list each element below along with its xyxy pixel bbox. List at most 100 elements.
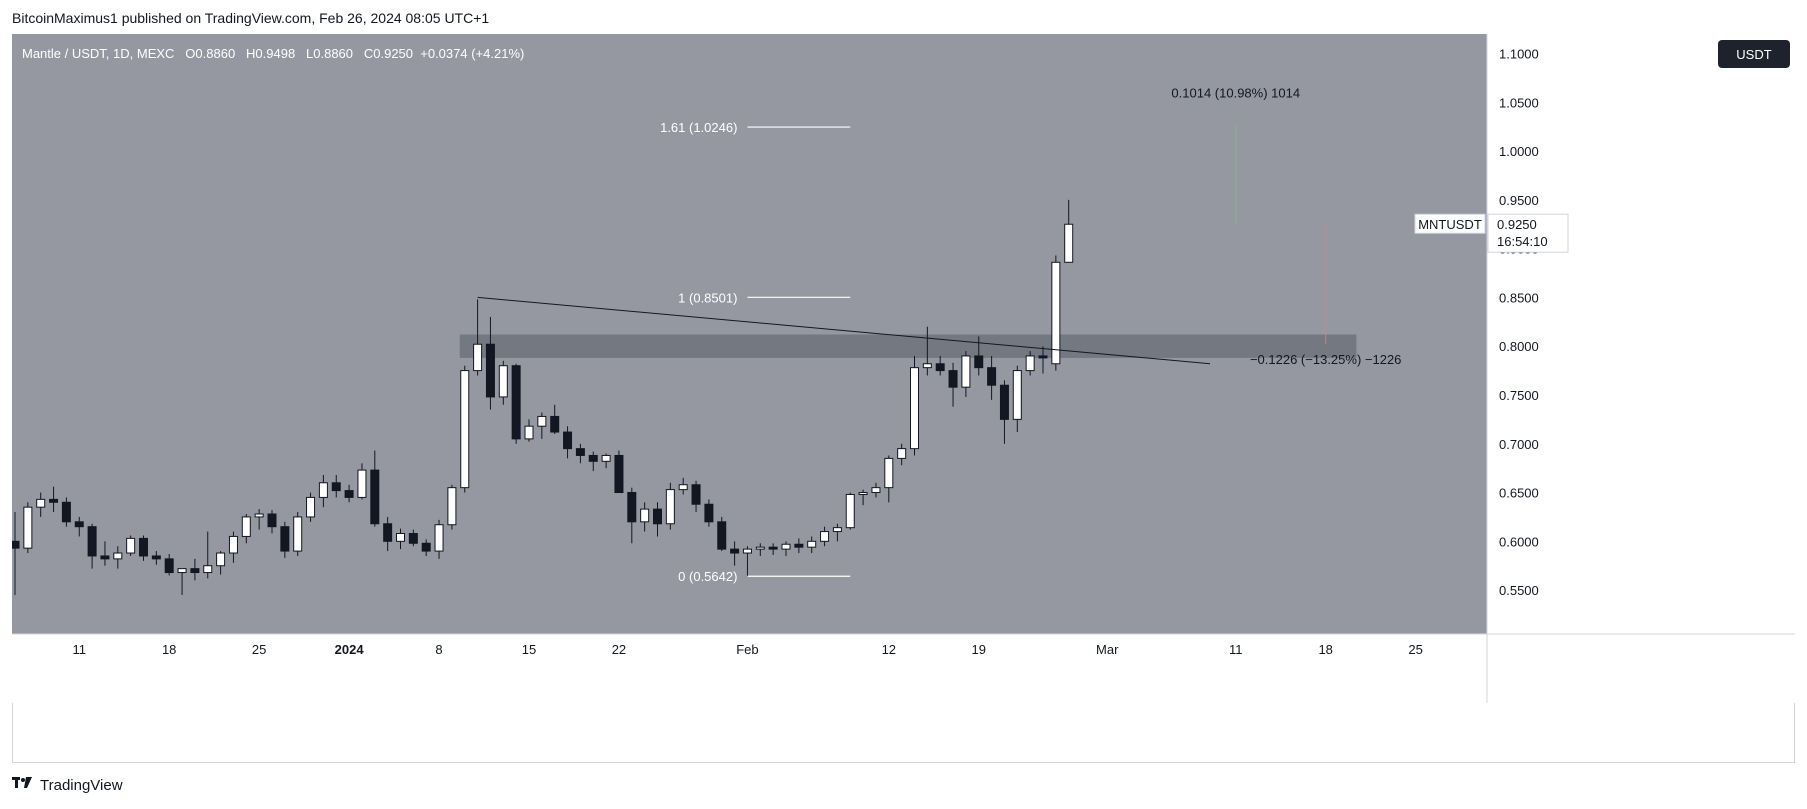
candle-body-up [871, 487, 881, 494]
candle-body-up [126, 537, 136, 554]
candle [897, 443, 907, 466]
candle-body-down [563, 431, 573, 450]
high-value: 0.9498 [255, 46, 296, 61]
y-tick-label: 0.7000 [1499, 437, 1539, 452]
candle [691, 480, 701, 513]
price-chart[interactable]: 1.10001.05001.00000.95000.90000.85000.80… [12, 34, 1795, 703]
price-tag: MNTUSDT 0.9250 16:54:10 [1414, 213, 1569, 253]
candle-body-up [216, 552, 226, 567]
candle [177, 568, 187, 595]
candle [550, 404, 560, 434]
candle [421, 539, 431, 556]
candle [485, 316, 495, 410]
candle [948, 362, 958, 407]
candle-body-up [537, 415, 547, 427]
candle [858, 489, 868, 506]
change-value: +0.0374 (+4.21%) [420, 46, 525, 61]
candle-body-up [755, 546, 765, 550]
close-label: C [363, 46, 374, 61]
candle [190, 558, 200, 581]
footer-brand[interactable]: TradingView [12, 776, 123, 794]
y-tick-label: 1.0500 [1499, 95, 1539, 110]
candle [742, 546, 752, 577]
candle [254, 509, 264, 530]
x-tick-label: 18 [1318, 642, 1332, 657]
low-value: 0.8860 [313, 46, 354, 61]
x-tick-label: 25 [252, 642, 266, 657]
candle [216, 551, 226, 575]
candle [768, 543, 778, 555]
candle-body-down [344, 490, 354, 498]
candle-body-up [1051, 261, 1061, 365]
candle [511, 363, 521, 444]
candle-body-up [884, 457, 894, 489]
candle [12, 512, 20, 595]
candle [293, 512, 303, 556]
candle-body-up [832, 527, 842, 533]
candle-body-up [254, 513, 264, 518]
close-value: 0.9250 [373, 46, 414, 61]
candle-body-up [357, 469, 367, 498]
candle [1051, 255, 1061, 371]
candle-body-down [139, 537, 148, 557]
candle-body-up [293, 516, 303, 552]
candle-body-up [498, 365, 508, 398]
candle [460, 365, 470, 493]
candle [100, 541, 110, 566]
candle-body-down [485, 343, 495, 398]
candle-body-down [987, 367, 997, 386]
candle-body-down [627, 492, 637, 523]
candle [935, 355, 945, 376]
candle-body-down [421, 542, 431, 552]
candle [820, 526, 830, 547]
candle-body-down [653, 508, 662, 525]
candle [126, 535, 136, 556]
candle [23, 502, 33, 554]
candle [524, 419, 534, 442]
candle [36, 492, 46, 517]
x-tick-label: 2024 [335, 642, 365, 657]
candle [807, 536, 817, 554]
candle-body-down [49, 498, 59, 503]
symbol-name[interactable]: Mantle / USDT, 1D, MEXC [22, 46, 175, 61]
candle [151, 551, 161, 565]
candle [113, 546, 123, 569]
candle [601, 453, 611, 469]
candle-body-up [396, 533, 405, 542]
candle-body-up [1064, 223, 1074, 263]
candle [781, 541, 791, 556]
candle [563, 426, 573, 459]
candle-body-up [318, 482, 328, 498]
candle-body-up [845, 493, 855, 529]
candle [717, 516, 727, 552]
candle [49, 486, 59, 513]
y-tick-label: 0.9500 [1499, 193, 1539, 208]
high-label: H [246, 46, 256, 61]
candle-body-up [228, 535, 238, 554]
currency-button[interactable]: USDT [1718, 40, 1790, 68]
candle-body-down [61, 501, 71, 523]
measurement-label: 0.1014 (10.98%) 1014 [1171, 85, 1300, 100]
candle [730, 541, 740, 566]
candle-body-down [691, 484, 701, 505]
candle-body-up [922, 363, 932, 369]
candle-body-down [588, 454, 598, 462]
symbol-legend: Mantle / USDT, 1D, MEXC O0.8860 H0.9498 … [22, 46, 524, 61]
candle-body-down [370, 469, 380, 525]
tradingview-logo-icon [12, 776, 34, 794]
candle-body-down [190, 568, 200, 574]
candle-body-down [974, 355, 984, 369]
candle [447, 484, 457, 530]
candle-body-up [306, 496, 316, 518]
candle-body-down [794, 543, 804, 548]
open-label: O [185, 46, 196, 61]
candle [678, 477, 688, 495]
candle [370, 450, 380, 527]
candle-body-down [550, 415, 560, 433]
x-tick-label: 15 [522, 642, 536, 657]
price-tag-ticker: MNTUSDT [1418, 217, 1482, 232]
candle [344, 484, 354, 503]
candle [473, 299, 483, 376]
candle-body-up [665, 489, 675, 525]
candle-body-up [36, 498, 46, 508]
